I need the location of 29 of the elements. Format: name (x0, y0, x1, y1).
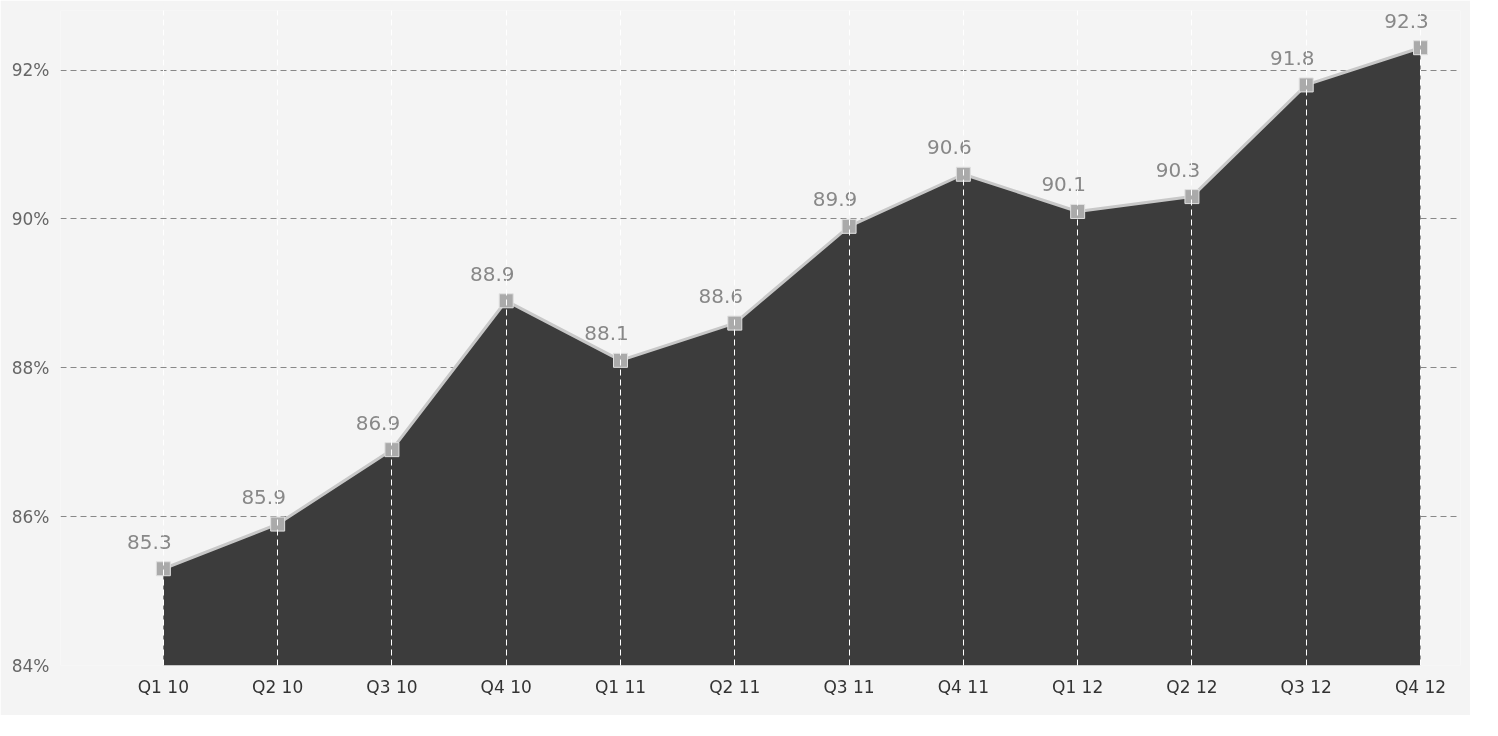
data-label: 85.9 (241, 485, 286, 510)
x-tick-label: Q1 12 (1052, 676, 1104, 697)
x-tick-label: Q4 12 (1394, 676, 1447, 697)
x-tick-label: Q2 11 (709, 676, 761, 697)
y-tick-label: 88% (11, 357, 50, 378)
data-label: 89.9 (812, 187, 858, 212)
y-tick-label: 84% (11, 655, 50, 676)
x-tick-label: Q1 10 (137, 676, 189, 697)
x-tick-label: Q4 11 (937, 676, 989, 697)
data-label: 88.1 (584, 321, 629, 346)
x-tick-label: Q2 12 (1166, 676, 1218, 697)
data-label: 90.1 (1041, 172, 1086, 197)
data-label: 88.6 (698, 284, 744, 309)
y-tick-label: 90% (11, 208, 50, 229)
data-label: 90.3 (1155, 157, 1201, 182)
data-label: 90.6 (927, 135, 972, 160)
y-tick-label: 86% (11, 506, 50, 527)
y-tick-label: 92% (11, 60, 50, 81)
data-label: 85.3 (127, 529, 172, 554)
data-label: 86.9 (355, 410, 401, 435)
x-tick-label: Q3 10 (366, 676, 418, 697)
x-tick-label: Q3 12 (1280, 676, 1332, 697)
x-tick-label: Q4 10 (480, 676, 532, 697)
x-tick-label: Q3 11 (823, 676, 875, 697)
data-label: 92.3 (1384, 8, 1429, 33)
data-label: 88.9 (469, 261, 515, 286)
x-tick-label: Q2 10 (252, 676, 304, 697)
data-label: 91.8 (1269, 45, 1315, 70)
x-tick-label: Q1 11 (594, 676, 647, 697)
